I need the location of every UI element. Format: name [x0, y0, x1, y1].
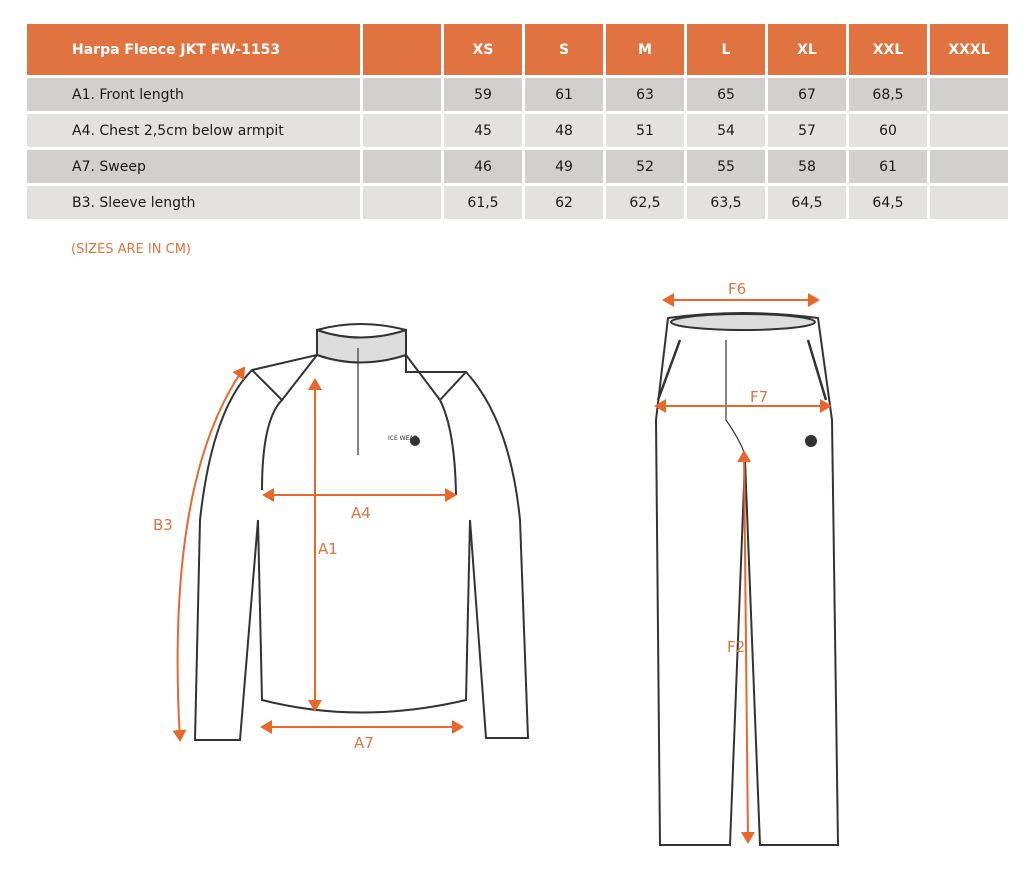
size-header: XXL: [849, 24, 927, 75]
size-value-cell: [930, 150, 1008, 183]
size-value-cell: 64,5: [849, 186, 927, 219]
blank-cell: [363, 150, 441, 183]
size-value-cell: 63,5: [687, 186, 765, 219]
size-table: Harpa Fleece JKT FW-1153 XS S M L XL XXL…: [24, 21, 1011, 222]
row-label: B3. Sleeve length: [27, 186, 360, 219]
size-value-cell: 63: [606, 78, 684, 111]
row-label: A1. Front length: [27, 78, 360, 111]
b3-arrow: [172, 366, 246, 742]
blank-cell: [363, 114, 441, 147]
row-label: A4. Chest 2,5cm below armpit: [27, 114, 360, 147]
size-header: XL: [768, 24, 846, 75]
table-row: A1. Front length 59 61 63 65 67 68,5: [27, 78, 1008, 111]
size-value-cell: [930, 186, 1008, 219]
size-header: XXXL: [930, 24, 1008, 75]
size-value-cell: 61,5: [444, 186, 522, 219]
size-value-cell: 58: [768, 150, 846, 183]
size-value-cell: 62: [525, 186, 603, 219]
table-row: A7. Sweep 46 49 52 55 58 61: [27, 150, 1008, 183]
size-value-cell: 45: [444, 114, 522, 147]
size-value-cell: 55: [687, 150, 765, 183]
units-note: (SIZES ARE IN CM): [71, 242, 191, 257]
size-header: M: [606, 24, 684, 75]
size-value-cell: 52: [606, 150, 684, 183]
table-title: Harpa Fleece JKT FW-1153: [27, 24, 360, 75]
size-value-cell: 61: [525, 78, 603, 111]
f6-label: F6: [728, 280, 746, 298]
logo-text: ICE WEAR: [388, 435, 418, 442]
size-header: S: [525, 24, 603, 75]
pants-drawing: [654, 312, 840, 846]
size-value-cell: 46: [444, 150, 522, 183]
size-value-cell: 64,5: [768, 186, 846, 219]
size-value-cell: 49: [525, 150, 603, 183]
a7-label: A7: [354, 734, 374, 752]
a4-label: A4: [351, 504, 371, 522]
size-value-cell: 62,5: [606, 186, 684, 219]
b3-label: B3: [153, 516, 173, 534]
size-value-cell: 59: [444, 78, 522, 111]
table-row: B3. Sleeve length 61,5 62 62,5 63,5 64,5 64,5: [27, 186, 1008, 219]
blank-cell: [363, 186, 441, 219]
f2-arrow: [737, 450, 755, 844]
f7-label: F7: [750, 388, 768, 406]
jacket-drawing: [193, 323, 530, 741]
size-value-cell: 68,5: [849, 78, 927, 111]
measurement-arrows: [172, 293, 832, 844]
f2-label: F2: [727, 638, 745, 656]
size-header: XS: [444, 24, 522, 75]
size-value-cell: 57: [768, 114, 846, 147]
size-value-cell: [930, 114, 1008, 147]
table-header-row: Harpa Fleece JKT FW-1153 XS S M L XL XXL…: [27, 24, 1008, 75]
size-header: L: [687, 24, 765, 75]
size-value-cell: 48: [525, 114, 603, 147]
blank-header-cell: [363, 24, 441, 75]
size-value-cell: 60: [849, 114, 927, 147]
size-value-cell: 61: [849, 150, 927, 183]
size-value-cell: 51: [606, 114, 684, 147]
size-value-cell: 65: [687, 78, 765, 111]
a1-label: A1: [318, 540, 338, 558]
size-value-cell: 67: [768, 78, 846, 111]
size-value-cell: [930, 78, 1008, 111]
blank-cell: [363, 78, 441, 111]
row-label: A7. Sweep: [27, 150, 360, 183]
table-row: A4. Chest 2,5cm below armpit 45 48 51 54 57 60: [27, 114, 1008, 147]
size-value-cell: 54: [687, 114, 765, 147]
